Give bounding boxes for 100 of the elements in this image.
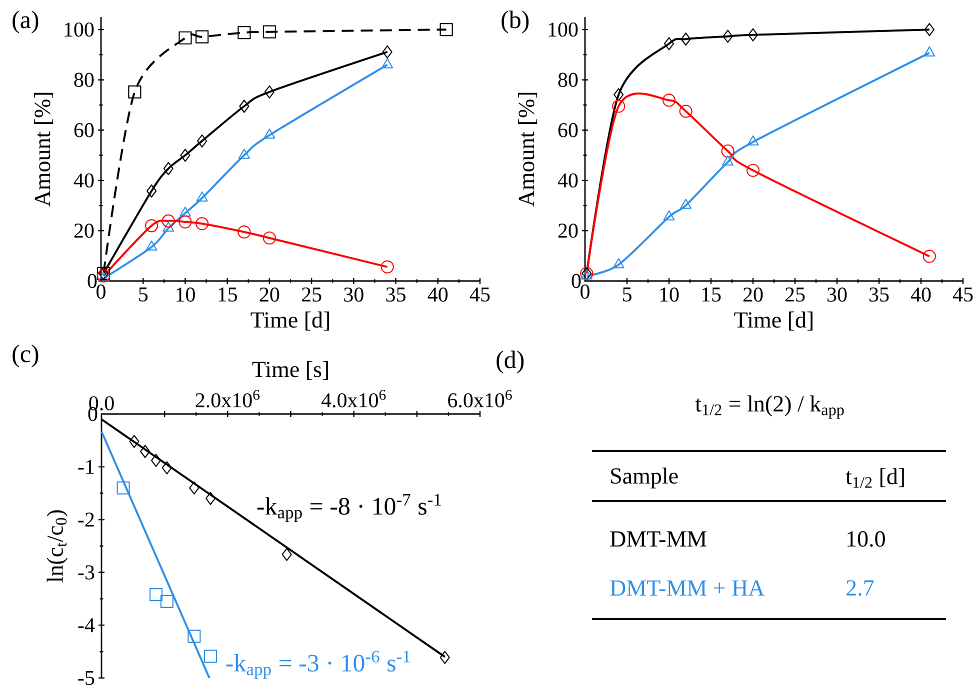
point [262,231,276,245]
point [721,144,734,158]
category-label: DMT-MM + HA [610,580,765,596]
point [722,30,733,43]
point [282,548,292,561]
point [662,94,676,107]
x-tick-label: 40 [910,288,931,302]
x-tick-label: 10 [176,288,195,302]
point [162,214,175,228]
text: t$_{1/2}$ [d] [846,468,904,488]
point [924,23,934,36]
text: (d) [496,350,524,374]
point [162,222,174,232]
y-tick-label: 80 [74,72,94,87]
x-tick-label: 6.0x10$^{6}$ [448,390,512,408]
y-tick-label: 20 [558,224,578,238]
y-tick-label: 100 [64,22,94,37]
point [160,594,174,608]
x-tick-label: 45 [952,288,973,302]
x-tick-label: 10 [660,288,679,302]
point [748,28,758,42]
x-tick-label: 5 [622,288,632,302]
point [238,225,251,239]
x-tick-label: 45 [470,288,490,302]
point [196,30,209,44]
point [204,650,218,663]
y-tick-label: 0 [572,274,581,288]
point [380,260,394,274]
category-label: DMT-MM [610,531,706,547]
x-tick-label: 25 [785,288,805,302]
text: 10.0 [848,531,885,547]
point [197,134,208,148]
point [116,481,130,494]
y-tick-label: 20 [74,224,94,238]
y-tick-label: -1 [78,460,94,474]
y-tick-label: 40 [74,173,94,188]
point [98,272,110,282]
x-axis-title: Time [d] [734,312,812,331]
point [382,58,394,68]
x-tick-label: 25 [302,288,322,302]
y-axis-title: Amount [%] [518,92,538,207]
point [580,269,592,280]
point [612,100,626,113]
annotation: -k$_{app}$ = -8 · 10$^{-7}$ s$^{-1}$ [257,494,441,522]
point [205,492,216,506]
text: 2.7 [846,580,874,596]
point [239,100,250,113]
point [146,240,158,251]
point [238,148,250,159]
point [162,461,172,474]
point [179,206,191,217]
point [140,444,150,458]
x-tick-label: 30 [344,288,364,302]
point [722,156,734,166]
point [614,88,624,102]
point [96,269,110,283]
y-tick-label: -3 [78,565,94,580]
x-tick-label: 35 [870,288,889,302]
point [264,85,274,98]
y-tick-label: 100 [548,22,578,37]
y-tick-label: -2 [78,512,94,527]
x-tick-label: 2.0x10$^{6}$ [196,390,260,408]
point [440,23,453,36]
x-tick-label: 30 [828,288,847,302]
point [664,37,674,50]
point [196,217,209,230]
point [238,26,251,40]
annotation: -k$_{app}$ = -3 · 10$^{-6}$ s$^{-1}$ [226,650,410,679]
point [150,454,162,468]
x-tick-label: 15 [218,288,238,302]
point [129,434,140,448]
x-tick-label: 15 [702,288,721,302]
point [747,135,759,146]
point [144,219,158,232]
y-tick-label: -4 [78,618,95,632]
chart-title: (c) [12,344,38,368]
point [663,210,675,220]
point [163,162,174,176]
x-tick-label: 20 [743,288,763,302]
point [680,198,692,209]
x-tick-label: 40 [428,288,448,302]
point [128,85,142,98]
x-axis-title: Time [s] [252,361,328,380]
y-tick-label: 0 [88,274,97,288]
point [262,25,276,38]
point [440,650,450,664]
x-axis-title: Time [d] [250,312,329,331]
point [149,588,163,602]
y-tick-label: -5 [78,671,94,685]
y-axis-title: Amount [%] [34,92,54,207]
chart-title: (b) [502,10,529,34]
point [922,250,936,263]
point [382,45,392,58]
y-tick-label: 40 [558,173,578,188]
y-tick-label: 80 [558,72,578,87]
x-tick-label: 20 [260,288,280,302]
point [189,481,200,494]
point [196,191,208,202]
chart-title: (a) [12,10,38,34]
point [178,31,192,44]
